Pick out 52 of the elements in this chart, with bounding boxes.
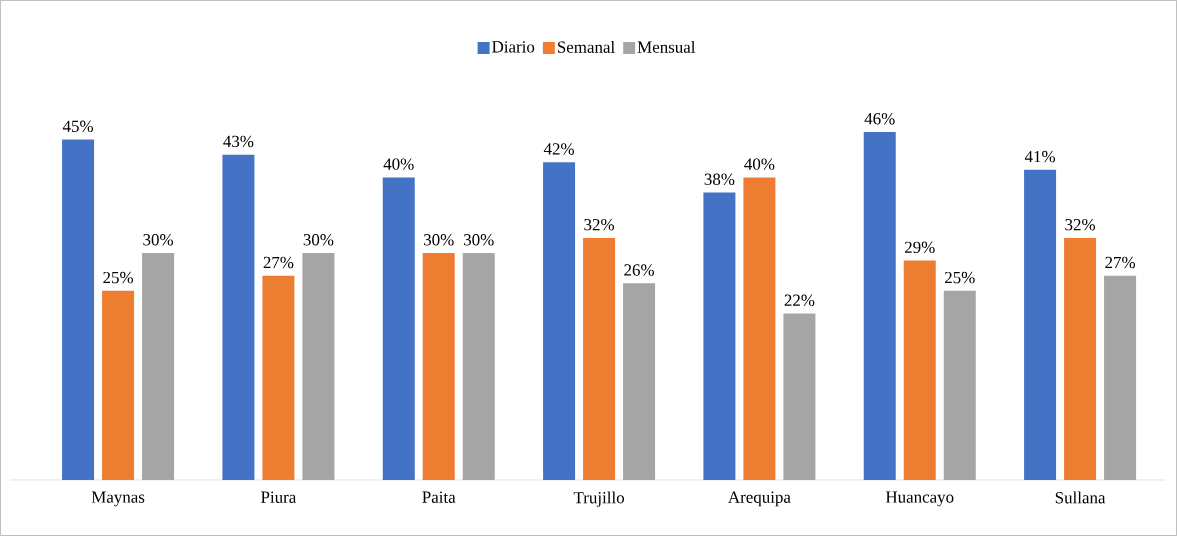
bar — [783, 313, 816, 480]
data-label: 43% — [223, 135, 254, 148]
bar — [623, 283, 656, 480]
data-label: 32% — [584, 218, 615, 231]
bar — [222, 154, 255, 480]
data-label: 42% — [543, 143, 575, 155]
x-tick-label: Piura — [261, 491, 297, 503]
data-label: 22% — [784, 294, 815, 307]
data-label: 30% — [303, 234, 334, 246]
x-tick-label: Huancayo — [885, 491, 954, 507]
data-label: 45% — [62, 120, 94, 133]
x-tick-label: Sullana — [1055, 491, 1106, 504]
bar — [703, 192, 736, 480]
bar — [1024, 169, 1057, 480]
bar — [863, 131, 896, 480]
bar — [543, 162, 576, 480]
bar — [943, 290, 976, 480]
data-label: 40% — [744, 158, 775, 170]
legend-label: Mensual — [637, 40, 696, 53]
data-label: 38% — [704, 173, 735, 185]
legend-label: Semanal — [557, 40, 615, 53]
data-label: 26% — [624, 264, 655, 276]
bar — [142, 253, 175, 480]
data-label: 30% — [424, 234, 454, 246]
data-label: 25% — [103, 271, 134, 284]
legend-label: Diario — [492, 41, 535, 53]
bar — [302, 253, 335, 480]
bar — [382, 177, 415, 480]
data-label: 46% — [864, 112, 895, 125]
data-label: 30% — [464, 234, 494, 246]
bar — [262, 275, 295, 480]
data-label: 32% — [1065, 218, 1096, 231]
data-label: 25% — [944, 271, 975, 284]
bar — [62, 139, 95, 480]
x-tick-label: Paita — [422, 491, 456, 503]
data-label: 40% — [383, 158, 414, 170]
x-tick-label: Maynas — [91, 491, 145, 507]
data-label: 30% — [143, 234, 174, 246]
bar — [422, 253, 455, 480]
bar — [743, 177, 776, 480]
data-label: 41% — [1024, 150, 1056, 163]
bar — [102, 290, 135, 480]
data-label: 27% — [263, 256, 294, 269]
data-label: 27% — [1105, 256, 1136, 269]
data-label: 29% — [904, 241, 935, 254]
x-tick-label: Trujillo — [573, 491, 625, 507]
bar — [1064, 237, 1097, 480]
bar — [1104, 275, 1137, 480]
bar — [583, 237, 616, 480]
bar — [462, 253, 495, 480]
bar — [903, 260, 936, 480]
x-tick-label: Arequipa — [728, 491, 791, 507]
